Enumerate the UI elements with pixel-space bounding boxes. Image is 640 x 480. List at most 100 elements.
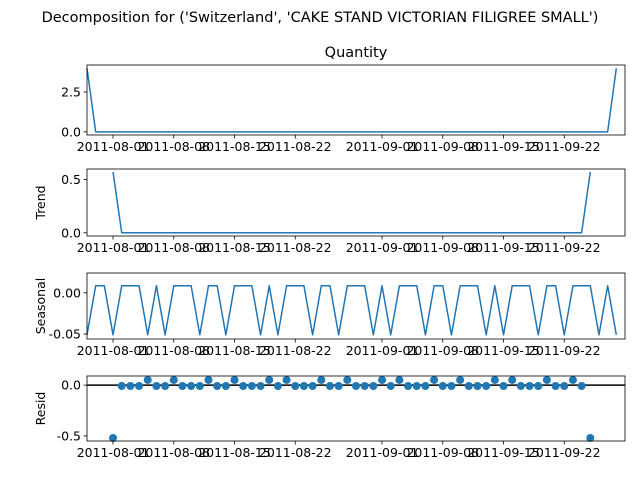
x-tick-label: 2011-08-15 — [198, 240, 271, 255]
x-tick-label: 2011-08-08 — [137, 343, 210, 358]
y-tick-label: 0.00 — [53, 285, 81, 300]
resid-point — [169, 375, 178, 384]
x-tick-label: 2011-08-22 — [259, 343, 332, 358]
resid-point — [117, 382, 126, 391]
resid-point — [273, 382, 282, 391]
resid-point — [482, 382, 491, 391]
x-tick-label: 2011-08-15 — [198, 445, 271, 460]
resid-point — [308, 382, 317, 391]
series-line-observed — [86, 68, 618, 133]
x-tick-label: 2011-09-15 — [467, 343, 540, 358]
x-tick-label: 2011-08-15 — [198, 343, 271, 358]
resid-point — [230, 375, 239, 384]
x-tick-label: 2011-08-15 — [198, 139, 271, 154]
resid-point — [195, 382, 204, 391]
x-tick-label: 2011-09-08 — [406, 240, 479, 255]
x-tick-label: 2011-09-01 — [346, 240, 419, 255]
y-tick-label: 0.0 — [61, 378, 81, 393]
resid-point — [334, 382, 343, 391]
resid-point — [499, 382, 508, 391]
y-tick-label: 2.5 — [61, 85, 81, 100]
panel-title: Quantity — [325, 45, 388, 61]
axes-frame — [86, 272, 626, 340]
y-tick-label: -0.5 — [57, 428, 81, 443]
y-axis-label: Resid — [33, 392, 48, 426]
x-tick-label: 2011-09-01 — [346, 139, 419, 154]
x-tick-label: 2011-08-22 — [259, 445, 332, 460]
resid-point — [378, 375, 387, 384]
resid-point — [291, 382, 300, 391]
resid-point — [247, 382, 256, 391]
x-tick-label: 2011-09-22 — [528, 240, 601, 255]
resid-point — [473, 382, 482, 391]
axes-frame — [86, 64, 626, 136]
series-line-seasonal — [86, 285, 618, 336]
resid-point — [221, 382, 230, 391]
y-tick-label: 0.5 — [61, 172, 81, 187]
resid-point — [239, 382, 248, 391]
resid-point — [412, 382, 421, 391]
series-line-trend — [112, 171, 592, 234]
resid-point — [551, 382, 560, 391]
axes-frame — [86, 168, 626, 237]
resid-point — [577, 382, 586, 391]
x-tick-label: 2011-09-08 — [406, 139, 479, 154]
resid-point — [126, 382, 135, 391]
x-tick-label: 2011-09-01 — [346, 445, 419, 460]
resid-point — [204, 375, 213, 384]
x-tick-label: 2011-08-01 — [77, 445, 150, 460]
x-tick-label: 2011-09-22 — [528, 445, 601, 460]
x-tick-label: 2011-09-15 — [467, 445, 540, 460]
x-tick-label: 2011-09-15 — [467, 139, 540, 154]
x-tick-label: 2011-08-08 — [137, 139, 210, 154]
y-tick-label: 0.0 — [61, 124, 81, 139]
resid-point — [438, 382, 447, 391]
resid-point — [568, 375, 577, 384]
resid-point — [386, 382, 395, 391]
panel-seasonal: 2011-08-012011-08-082011-08-152011-08-22… — [33, 272, 626, 358]
resid-point — [586, 433, 595, 442]
y-axis-label: Seasonal — [33, 278, 48, 335]
resid-point — [508, 375, 517, 384]
resid-point — [282, 375, 291, 384]
x-tick-label: 2011-08-22 — [259, 240, 332, 255]
x-tick-label: 2011-09-08 — [406, 343, 479, 358]
axes-frame — [86, 375, 626, 442]
resid-point — [404, 382, 413, 391]
panel-observed: 2011-08-012011-08-082011-08-152011-08-22… — [61, 45, 626, 154]
resid-point — [299, 382, 308, 391]
panels: 2011-08-012011-08-082011-08-152011-08-22… — [33, 45, 626, 460]
resid-point — [178, 382, 187, 391]
panel-trend: 2011-08-012011-08-082011-08-152011-08-22… — [33, 168, 626, 255]
figure-title: Decomposition for ('Switzerland', 'CAKE … — [42, 10, 599, 26]
resid-point — [369, 382, 378, 391]
x-tick-label: 2011-08-08 — [137, 445, 210, 460]
resid-point — [109, 433, 118, 442]
resid-point — [265, 375, 274, 384]
resid-point — [213, 382, 222, 391]
resid-point — [143, 375, 152, 384]
resid-point — [317, 375, 326, 384]
resid-point — [325, 382, 334, 391]
resid-point — [464, 382, 473, 391]
resid-point — [343, 375, 352, 384]
x-tick-label: 2011-08-01 — [77, 139, 150, 154]
resid-point — [430, 375, 439, 384]
y-tick-label: 0.0 — [61, 225, 81, 240]
x-tick-label: 2011-09-01 — [346, 343, 419, 358]
resid-point — [525, 382, 534, 391]
resid-point — [421, 382, 430, 391]
resid-point — [516, 382, 525, 391]
resid-point — [187, 382, 196, 391]
resid-point — [534, 382, 543, 391]
resid-point — [490, 375, 499, 384]
x-tick-label: 2011-08-08 — [137, 240, 210, 255]
resid-point — [447, 382, 456, 391]
x-tick-label: 2011-09-22 — [528, 343, 601, 358]
x-tick-label: 2011-09-08 — [406, 445, 479, 460]
resid-point — [161, 382, 170, 391]
resid-point — [152, 382, 161, 391]
x-tick-label: 2011-09-22 — [528, 139, 601, 154]
x-tick-label: 2011-08-01 — [77, 343, 150, 358]
